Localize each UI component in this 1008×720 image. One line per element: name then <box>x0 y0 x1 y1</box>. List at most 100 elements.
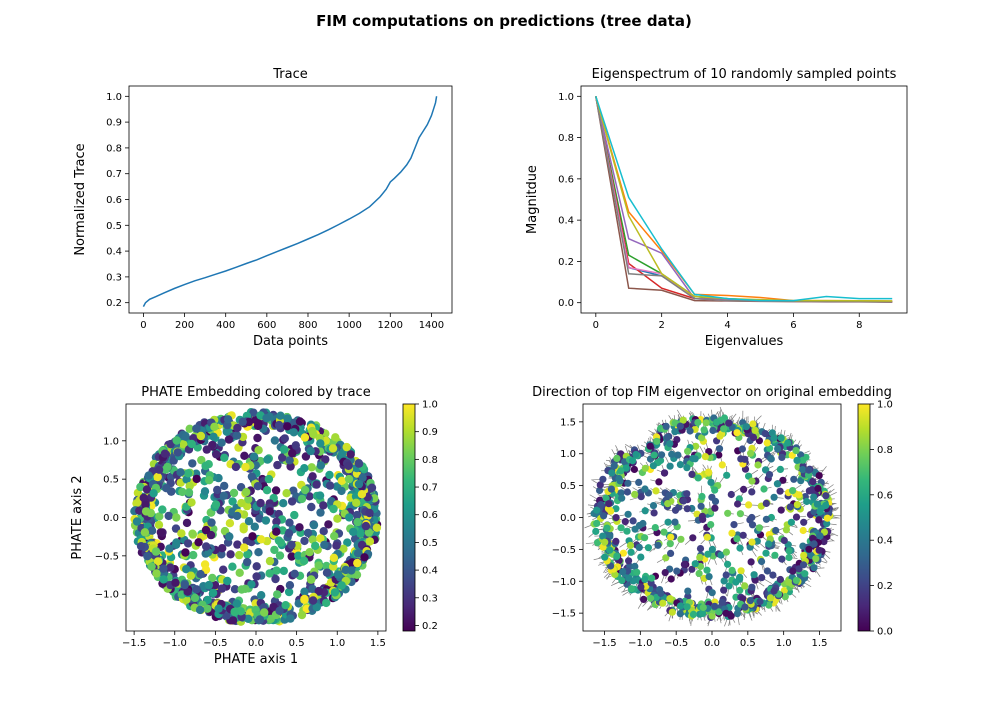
scatter-point <box>667 549 675 558</box>
scatter-point <box>353 549 363 558</box>
scatter-point <box>601 538 609 546</box>
scatter-point <box>709 426 717 435</box>
scatter-point <box>689 610 698 619</box>
colorbar-tick-label: 0.2 <box>877 581 893 592</box>
scatter-point <box>701 453 710 461</box>
scatter-point <box>301 452 311 461</box>
scatter-point <box>605 500 613 508</box>
scatter-point <box>625 557 633 565</box>
scatter-point <box>671 419 679 427</box>
scatter-point <box>753 537 761 545</box>
scatter-point <box>745 501 753 509</box>
scatter-point <box>172 436 181 445</box>
scatter-point <box>356 529 365 538</box>
scatter-point <box>785 578 793 586</box>
scatter-point <box>718 461 726 469</box>
scatter-point <box>619 568 627 576</box>
scatter-point <box>742 423 751 431</box>
scatter-point <box>283 422 292 431</box>
scatter-point <box>786 503 794 511</box>
scatter-point <box>770 434 778 442</box>
panel-title: PHATE Embedding colored by trace <box>141 385 370 400</box>
scatter-point <box>629 457 637 465</box>
scatter-point <box>624 510 632 518</box>
scatter-point <box>271 486 281 495</box>
scatter-point <box>715 608 723 616</box>
scatter-point <box>151 547 161 556</box>
scatter-point <box>732 578 740 586</box>
scatter-point <box>212 450 221 459</box>
y-tick-label: 0.0 <box>558 298 574 309</box>
scatter-point <box>799 456 807 464</box>
colorbar-frame <box>857 403 871 632</box>
scatter-point <box>741 603 749 611</box>
scatter-point <box>649 502 658 510</box>
scatter-point <box>311 541 320 551</box>
scatter-point <box>699 603 707 612</box>
scatter-point <box>187 498 196 507</box>
scatter-point <box>810 508 818 516</box>
scatter-point <box>797 451 805 459</box>
scatter-point <box>637 553 645 561</box>
scatter-point <box>640 595 648 604</box>
scatter-point <box>256 535 266 544</box>
plot-area-trace <box>142 96 438 307</box>
scatter-point <box>736 510 745 518</box>
scatter-point <box>288 449 297 458</box>
y-tick-label: 0.8 <box>106 143 122 154</box>
scatter-point <box>593 519 601 528</box>
scatter-point <box>736 586 744 594</box>
scatter-point <box>136 542 146 551</box>
x-tick-label: 200 <box>175 320 194 331</box>
scatter-point <box>247 472 257 481</box>
scatter-point <box>637 583 645 591</box>
scatter-point <box>720 577 728 585</box>
scatter-point <box>708 545 717 554</box>
scatter-point <box>756 597 764 606</box>
scatter-point <box>750 571 758 579</box>
scatter-point <box>283 414 292 423</box>
scatter-point <box>263 455 272 464</box>
scatter-point <box>237 498 246 508</box>
scatter-point <box>185 424 194 433</box>
scatter-point <box>716 432 724 440</box>
scatter-point <box>274 420 284 430</box>
scatter-point <box>617 467 625 475</box>
x-tick-label: 0.5 <box>289 638 305 649</box>
scatter-point <box>792 513 801 521</box>
scatter-point <box>314 586 323 596</box>
scatter-point <box>668 608 676 616</box>
scatter-point <box>778 453 786 461</box>
scatter-point <box>285 581 295 590</box>
scatter-point <box>755 524 764 532</box>
scatter-point <box>282 489 291 498</box>
scatter-point <box>814 484 822 493</box>
scatter-point <box>699 515 707 524</box>
scatter-point <box>285 456 294 465</box>
scatter-point <box>333 514 342 523</box>
scatter-point <box>180 580 189 590</box>
scatter-point <box>337 486 346 496</box>
figure-title: FIM computations on predictions (tree da… <box>316 12 692 30</box>
scatter-point <box>189 550 198 560</box>
scatter-point <box>192 424 201 433</box>
scatter-point <box>361 521 371 531</box>
scatter-point <box>279 566 288 576</box>
scatter-point <box>254 419 263 428</box>
scatter-point <box>280 445 289 454</box>
scatter-point <box>676 610 684 618</box>
scatter-point <box>619 549 628 557</box>
scatter-point <box>766 594 775 602</box>
scatter-point <box>746 597 754 605</box>
scatter-point <box>314 561 323 570</box>
scatter-point <box>666 540 674 548</box>
scatter-point <box>700 426 708 434</box>
scatter-point <box>272 566 281 575</box>
scatter-point <box>182 565 191 574</box>
y-tick-label: 0.0 <box>560 513 576 524</box>
scatter-point <box>155 512 164 521</box>
scatter-point <box>720 425 728 433</box>
scatter-point <box>648 574 656 582</box>
scatter-point <box>353 558 362 568</box>
scatter-point <box>680 497 688 505</box>
